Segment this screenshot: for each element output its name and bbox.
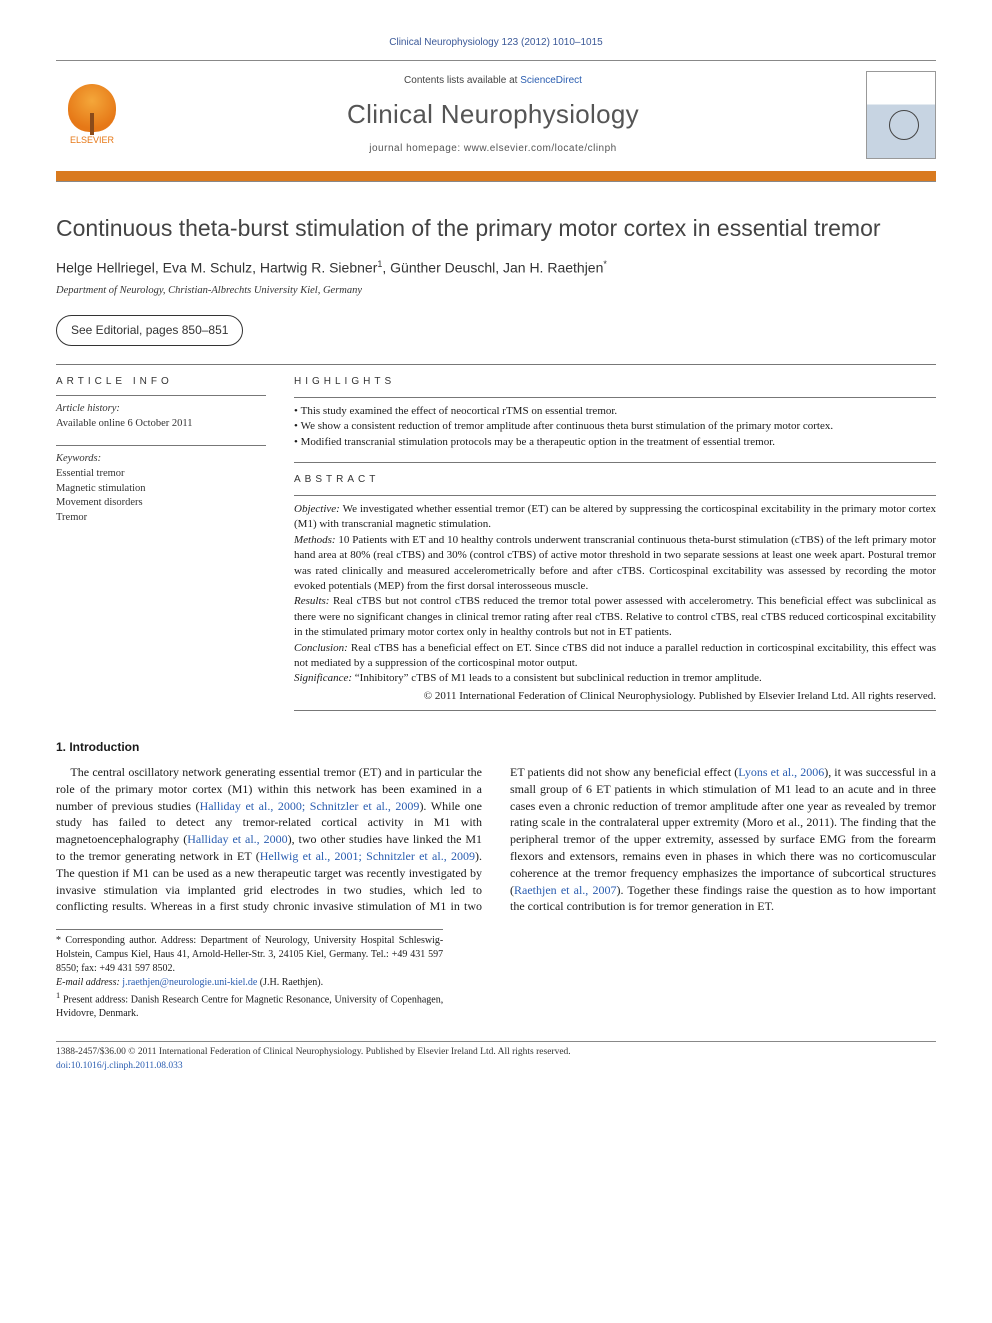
keyword: Movement disorders xyxy=(56,496,266,511)
homepage-label: journal homepage: xyxy=(369,143,460,154)
article-info-heading: ARTICLE INFO xyxy=(56,375,266,389)
intro-body: The central oscillatory network generati… xyxy=(56,764,936,915)
orange-divider xyxy=(56,171,936,181)
highlight-item: We show a consistent reduction of tremor… xyxy=(294,419,936,434)
keyword: Essential tremor xyxy=(56,467,266,482)
keyword: Tremor xyxy=(56,511,266,526)
abs-results: Real cTBS but not control cTBS reduced t… xyxy=(294,595,936,638)
present-address: Present address: Danish Research Centre … xyxy=(56,994,443,1019)
article-info-column: ARTICLE INFO Article history: Available … xyxy=(56,375,266,717)
abs-significance: “Inhibitory” cTBS of M1 leads to a consi… xyxy=(355,672,762,684)
homepage-url[interactable]: www.elsevier.com/locate/clinph xyxy=(464,143,617,154)
abstract-body: Objective: We investigated whether essen… xyxy=(294,502,936,704)
footnotes: * Corresponding author. Address: Departm… xyxy=(56,929,443,1021)
abs-copyright: © 2011 International Federation of Clini… xyxy=(294,689,936,704)
masthead: ELSEVIER Contents lists available at Sci… xyxy=(56,60,936,165)
highlights-abstract-column: HIGHLIGHTS This study examined the effec… xyxy=(294,375,936,717)
corresponding-sup: * xyxy=(603,259,607,269)
intro-text: ), it was successful in a small group of… xyxy=(510,765,936,897)
citation-link[interactable]: Lyons et al., 2006 xyxy=(738,765,824,779)
keywords-list: Essential tremor Magnetic stimulation Mo… xyxy=(56,467,266,526)
journal-cover-thumbnail xyxy=(866,71,936,159)
abs-objective: We investigated whether essential tremor… xyxy=(294,503,936,530)
contents-label: Contents lists available at xyxy=(404,75,517,86)
page-header-citation: Clinical Neurophysiology 123 (2012) 1010… xyxy=(56,36,936,50)
publisher-name: ELSEVIER xyxy=(70,135,114,145)
email-person: (J.H. Raethjen). xyxy=(260,977,323,988)
intro-heading: 1. Introduction xyxy=(56,739,936,756)
corresponding-label: Corresponding author. Address: xyxy=(65,935,200,946)
editorial-box[interactable]: See Editorial, pages 850–851 xyxy=(56,315,243,346)
footer-doi[interactable]: doi:10.1016/j.clinph.2011.08.033 xyxy=(56,1060,936,1073)
highlights-list: This study examined the effect of neocor… xyxy=(294,404,936,450)
page-footer: 1388-2457/$36.00 © 2011 International Fe… xyxy=(56,1042,936,1073)
article-history-value: Available online 6 October 2011 xyxy=(56,417,266,432)
author-list: Helge Hellriegel, Eva M. Schulz, Hartwig… xyxy=(56,258,936,278)
footer-copyright: 1388-2457/$36.00 © 2011 International Fe… xyxy=(56,1046,936,1059)
elsevier-tree-icon xyxy=(68,84,116,132)
thin-rule xyxy=(56,181,936,182)
authors-part2: , Günther Deuschl, Jan H. Raethjen xyxy=(382,260,603,276)
abstract-heading: ABSTRACT xyxy=(294,473,936,487)
authors-part1: Helge Hellriegel, Eva M. Schulz, Hartwig… xyxy=(56,260,377,276)
journal-title: Clinical Neurophysiology xyxy=(128,96,858,132)
abs-methods: 10 Patients with ET and 10 healthy contr… xyxy=(294,534,936,592)
email-label: E-mail address: xyxy=(56,977,120,988)
keywords-label: Keywords: xyxy=(56,452,266,467)
publisher-logo: ELSEVIER xyxy=(56,84,128,147)
citation-link[interactable]: Halliday et al., 2000; Schnitzler et al.… xyxy=(200,799,420,813)
citation-link[interactable]: Halliday et al., 2000 xyxy=(187,832,287,846)
keyword: Magnetic stimulation xyxy=(56,482,266,497)
highlight-item: Modified transcranial stimulation protoc… xyxy=(294,435,936,450)
email-link[interactable]: j.raethjen@neurologie.uni-kiel.de xyxy=(122,977,257,988)
citation-link[interactable]: Hellwig et al., 2001; Schnitzler et al.,… xyxy=(260,849,475,863)
citation-link[interactable]: Raethjen et al., 2007 xyxy=(514,883,616,897)
abs-conclusion: Real cTBS has a beneficial effect on ET.… xyxy=(294,642,936,669)
affiliation: Department of Neurology, Christian-Albre… xyxy=(56,284,936,299)
article-history-label: Article history: xyxy=(56,402,266,417)
highlight-item: This study examined the effect of neocor… xyxy=(294,404,936,419)
article-title: Continuous theta-burst stimulation of th… xyxy=(56,212,936,244)
present-sup: 1 xyxy=(56,991,60,1000)
highlights-heading: HIGHLIGHTS xyxy=(294,375,936,389)
sciencedirect-link[interactable]: ScienceDirect xyxy=(520,75,582,86)
